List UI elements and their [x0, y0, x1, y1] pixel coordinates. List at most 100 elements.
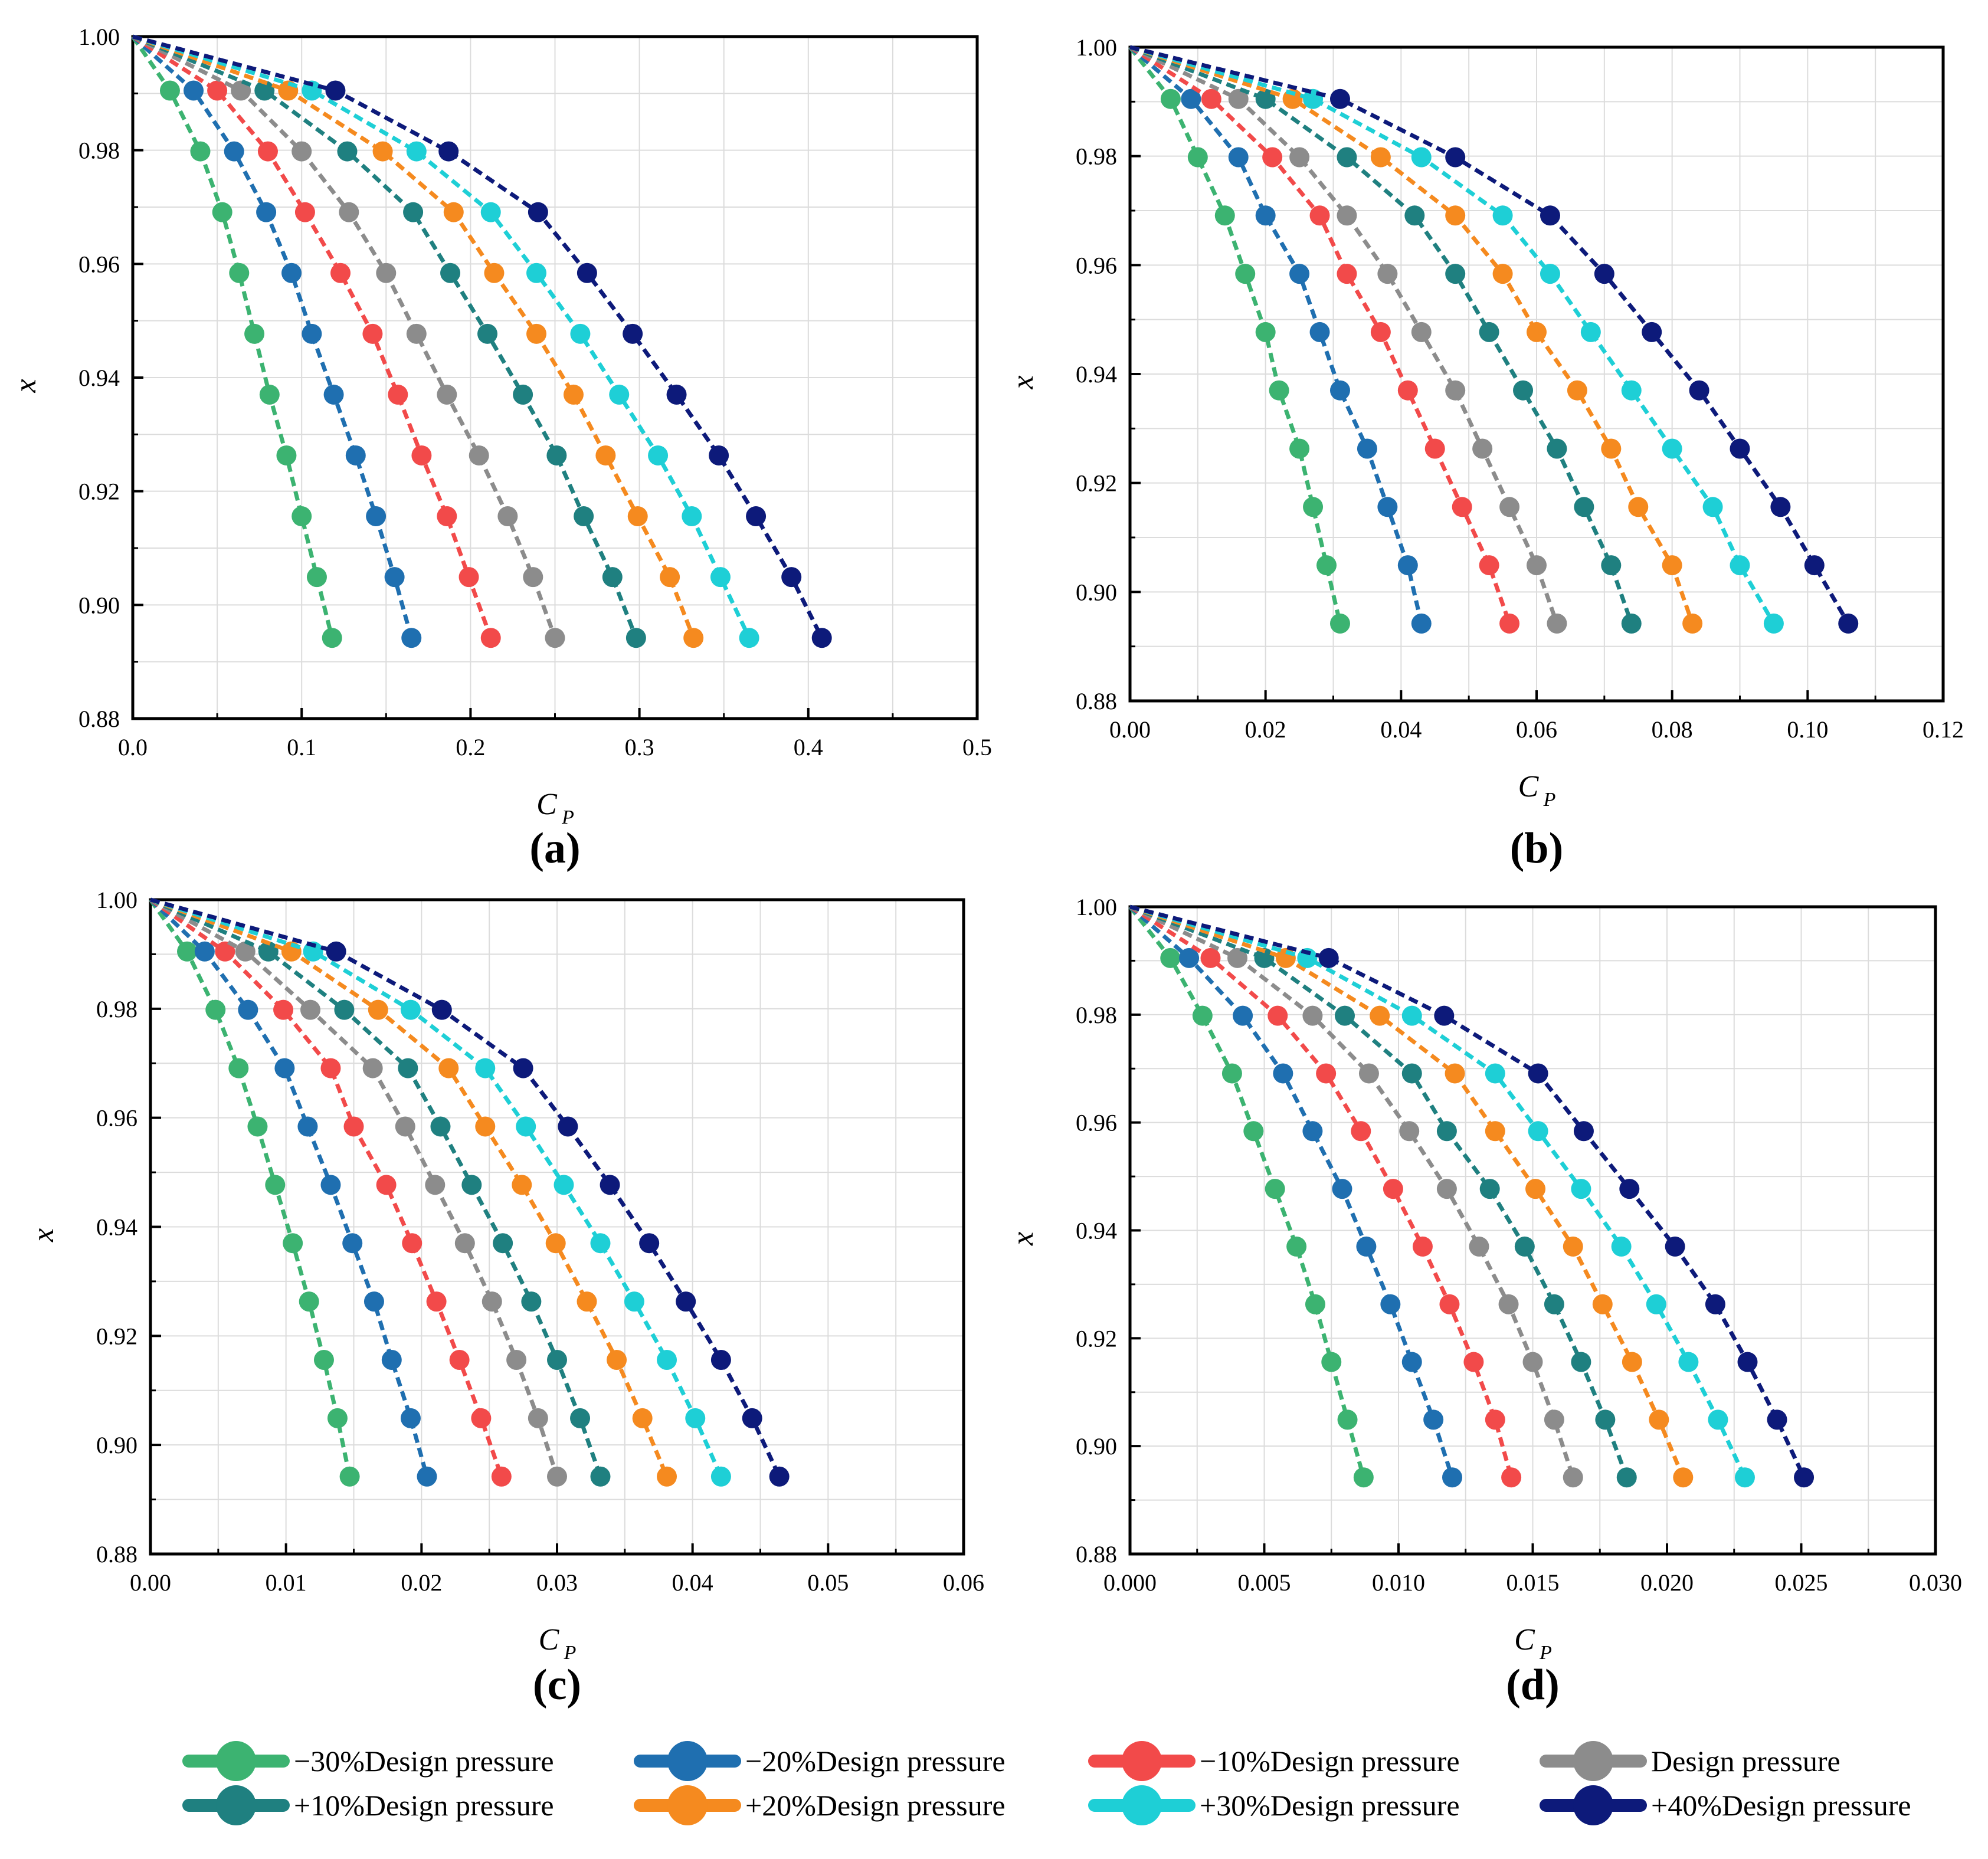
data-point [1318, 947, 1339, 968]
data-point [1730, 555, 1750, 576]
series-4 [1129, 45, 1567, 634]
x-tick-label: 0.00 [130, 1569, 171, 1596]
data-point [299, 1291, 319, 1312]
data-point [259, 384, 280, 405]
x-tick-label: 0.015 [1506, 1569, 1560, 1596]
data-point [400, 999, 421, 1020]
data-point [1255, 322, 1276, 342]
data-point [570, 323, 591, 344]
data-point [294, 202, 315, 222]
data-point [1316, 1063, 1337, 1084]
panel-label: (b) [1510, 824, 1563, 873]
series-7 [132, 34, 759, 648]
x-axis-title: C [539, 1623, 560, 1657]
data-point [513, 1058, 533, 1078]
data-point [443, 202, 464, 222]
x-tick-label: 0.02 [1245, 716, 1286, 743]
data-point [1286, 1236, 1307, 1257]
data-point [1621, 613, 1642, 634]
data-point [545, 628, 565, 648]
data-point [1255, 205, 1276, 226]
data-point [1436, 1179, 1457, 1199]
data-point [1522, 1352, 1543, 1372]
data-point [235, 941, 256, 962]
series-line [150, 897, 781, 1478]
data-point [1665, 1236, 1685, 1257]
data-point [666, 384, 687, 405]
data-point [276, 445, 297, 465]
data-point [781, 567, 802, 588]
data-point [302, 80, 322, 101]
data-point [513, 384, 533, 405]
data-point [177, 941, 198, 962]
data-point [1332, 1179, 1352, 1199]
data-point [1544, 1294, 1564, 1314]
data-point [1160, 947, 1181, 968]
x-axis-title-subscript: P [1543, 789, 1556, 811]
data-point [1434, 1005, 1455, 1026]
data-point [1469, 1236, 1489, 1257]
data-point [1377, 264, 1398, 284]
series-7 [1129, 904, 1755, 1488]
data-point [1358, 1063, 1379, 1084]
data-point [577, 263, 597, 283]
x-tick-label: 0.04 [672, 1569, 713, 1596]
legend-swatch-marker [1573, 1741, 1613, 1781]
chart-panel-a: 0.0 0.1 0.2 0.3 0.4 0.5 0.88 0.90 0.92 0.94 0.96 0.… [9, 24, 992, 873]
data-point [398, 1058, 418, 1078]
series-8 [132, 34, 832, 648]
y-tick-label: 0.96 [1076, 1110, 1117, 1136]
data-point [590, 1466, 611, 1487]
data-point [1527, 555, 1547, 576]
data-point [471, 1408, 492, 1428]
data-point [742, 1408, 762, 1428]
data-point [461, 1175, 482, 1195]
data-point [1794, 1467, 1815, 1488]
data-point [528, 1408, 548, 1428]
legend-entry-5: +10%Design pressure [182, 1785, 554, 1825]
x-axis-title-subscript: P [1539, 1642, 1552, 1664]
x-axis-title: C [1518, 770, 1540, 804]
data-point [1337, 205, 1357, 226]
data-point [1514, 1236, 1535, 1257]
data-point [625, 628, 646, 648]
legend: −30%Design pressure −20%Design pressure −1… [182, 1741, 1911, 1825]
data-point [1303, 497, 1324, 517]
grid-lines [150, 899, 964, 1555]
data-point [609, 384, 630, 405]
data-point [281, 263, 302, 283]
data-point [602, 567, 623, 588]
x-tick-label: 0.4 [794, 734, 823, 760]
series-5 [132, 34, 646, 648]
data-point [1401, 1063, 1422, 1084]
legend-label: +10%Design pressure [294, 1789, 554, 1822]
x-tick-label: 0.010 [1372, 1569, 1425, 1596]
data-point [1770, 497, 1791, 517]
data-point [657, 1349, 677, 1370]
data-point [1200, 947, 1221, 968]
data-point [1309, 205, 1330, 226]
y-axis-title: x [27, 1228, 60, 1242]
series-1 [1128, 45, 1350, 634]
data-point [554, 1175, 574, 1195]
data-point [1412, 1236, 1433, 1257]
series-2 [1128, 45, 1432, 634]
data-point [627, 506, 648, 527]
series-line [131, 35, 414, 639]
data-point [320, 1058, 341, 1078]
series-3 [149, 898, 512, 1487]
data-point [469, 445, 489, 465]
legend-label: +30%Design pressure [1200, 1789, 1460, 1822]
data-point [482, 1291, 502, 1312]
x-tick-label: 0.03 [536, 1569, 578, 1596]
data-point [1479, 322, 1499, 342]
legend-swatch-marker [216, 1741, 256, 1781]
data-point [207, 80, 228, 101]
data-point [710, 567, 731, 588]
data-point [1838, 613, 1859, 634]
data-point [257, 141, 278, 162]
data-point [411, 445, 432, 465]
data-point [384, 567, 405, 588]
data-point [458, 567, 479, 588]
